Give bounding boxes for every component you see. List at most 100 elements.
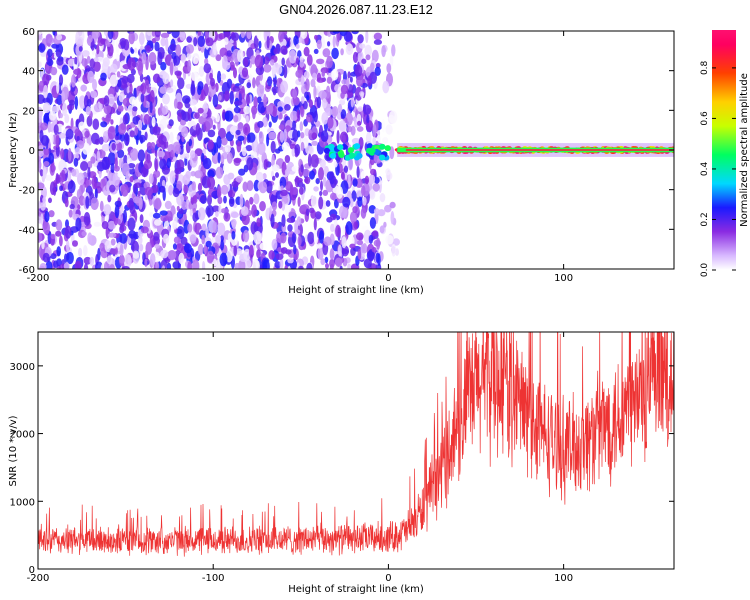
heatmap-cell xyxy=(203,83,209,97)
heatmap-cell xyxy=(38,43,46,53)
heatmap-cell xyxy=(356,240,364,246)
heatmap-cell xyxy=(294,144,301,156)
heatmap-cell xyxy=(107,43,114,57)
heatmap-cell xyxy=(233,157,242,164)
heatmap-cell xyxy=(67,180,76,194)
heatmap-cell xyxy=(106,255,113,265)
heatmap-cell xyxy=(330,192,337,201)
heatmap-cell xyxy=(256,84,265,97)
heatmap-cell xyxy=(392,238,401,246)
heatmap-cell xyxy=(241,214,250,226)
heatmap-cell xyxy=(269,59,275,66)
heatmap-cell xyxy=(194,170,203,179)
heatmap-cell xyxy=(107,194,112,203)
heatmap-cell xyxy=(321,112,329,125)
heatmap-cell xyxy=(362,196,367,206)
heatmap-cell xyxy=(116,53,120,62)
heatmap-cell xyxy=(103,204,112,216)
heatmap-cell xyxy=(69,203,75,210)
heatmap-cell xyxy=(307,153,312,167)
heatmap-cell xyxy=(180,119,186,126)
heatmap-cell xyxy=(115,39,120,54)
heatmap-cell xyxy=(87,34,93,43)
heatmap-cell xyxy=(85,195,90,209)
heatmap-cell xyxy=(42,167,47,179)
heatmap-cell xyxy=(190,150,196,159)
heatmap-cell xyxy=(116,149,125,159)
heatmap-cell xyxy=(284,264,288,269)
heatmap-cell xyxy=(166,157,171,169)
heatmap-cell xyxy=(343,165,349,173)
heatmap-cell xyxy=(197,201,204,209)
heatmap-cell xyxy=(126,86,130,94)
heatmap-cell xyxy=(318,90,327,100)
heatmap-cell xyxy=(180,236,188,245)
heatmap-cell xyxy=(360,207,367,219)
heatmap-cell xyxy=(49,181,56,195)
heatmap-cell xyxy=(176,226,185,240)
heatmap-cell xyxy=(281,214,286,228)
heatmap-cell xyxy=(182,95,191,104)
heatmap-cell xyxy=(62,102,68,117)
heatmap-cell xyxy=(178,252,185,265)
heatmap-cell xyxy=(258,181,268,194)
heatmap-cell xyxy=(203,243,207,255)
heatmap-cell xyxy=(137,190,141,197)
heatmap-cell xyxy=(178,208,184,215)
heatmap-cell xyxy=(45,261,53,269)
heatmap-cell xyxy=(155,261,160,269)
heatmap-cell xyxy=(304,176,311,185)
heatmap-cell xyxy=(161,106,166,116)
heatmap-cell xyxy=(301,168,311,177)
heatmap-cell xyxy=(306,95,310,101)
spectrogram-cells xyxy=(38,31,674,269)
heatmap-cell xyxy=(374,66,381,77)
heatmap-cell xyxy=(50,233,56,240)
heatmap-cell xyxy=(259,201,266,212)
heatmap-cell xyxy=(223,37,229,46)
heatmap-cell xyxy=(262,116,268,128)
heatmap-cell xyxy=(355,86,363,101)
heatmap-cell xyxy=(169,170,176,184)
heatmap-cell xyxy=(246,180,254,192)
heatmap-cell xyxy=(384,145,391,152)
heatmap-cell xyxy=(383,221,387,228)
heatmap-cell xyxy=(46,64,50,72)
heatmap-cell xyxy=(105,113,112,122)
heatmap-cell xyxy=(318,196,324,210)
heatmap-cell xyxy=(51,105,60,113)
heatmap-cell xyxy=(287,224,293,232)
heatmap-cell xyxy=(310,78,316,88)
heatmap-cell xyxy=(332,35,336,49)
heatmap-cell xyxy=(341,236,347,249)
heatmap-cell xyxy=(152,125,161,136)
heatmap-cell xyxy=(101,156,110,170)
heatmap-cell xyxy=(330,223,335,233)
heatmap-cell xyxy=(320,180,323,192)
heatmap-cell xyxy=(146,31,152,36)
heatmap-cell xyxy=(42,196,46,204)
heatmap-cell xyxy=(181,126,189,138)
heatmap-cell xyxy=(187,261,193,269)
heatmap-cell xyxy=(96,150,101,162)
heatmap-cell xyxy=(130,48,135,54)
heatmap-cell xyxy=(141,51,147,65)
heatmap-cell xyxy=(128,230,136,239)
heatmap-cell xyxy=(55,219,63,232)
heatmap-cell xyxy=(250,221,258,235)
heatmap-cell xyxy=(192,195,198,204)
heatmap-cell xyxy=(99,200,104,212)
heatmap-cell xyxy=(313,186,319,192)
heatmap-cell xyxy=(85,106,91,116)
heatmap-cell xyxy=(201,112,208,118)
heatmap-cell xyxy=(313,110,318,123)
heatmap-cell xyxy=(206,250,215,263)
heatmap-cell xyxy=(240,206,249,217)
heatmap-cell xyxy=(270,213,275,228)
heatmap-cell xyxy=(300,132,305,139)
heatmap-cell xyxy=(341,79,348,85)
heatmap-cell xyxy=(91,31,100,39)
heatmap-cell xyxy=(286,217,296,223)
